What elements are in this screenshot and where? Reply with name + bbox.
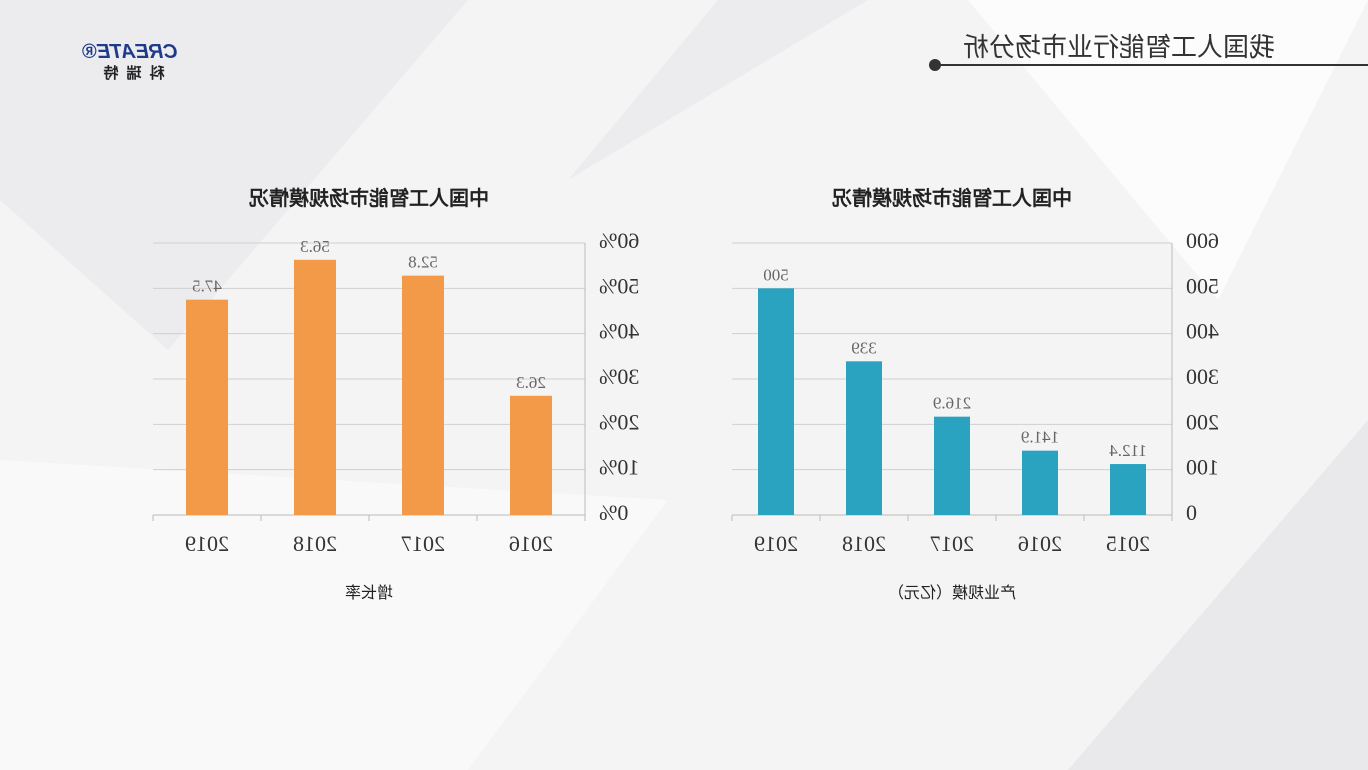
value-label: 339: [851, 338, 877, 357]
chart-title: 中国人工智能市场规模情况: [832, 186, 1072, 210]
y-tick-label: 300: [1186, 364, 1219, 389]
bar: [934, 416, 970, 515]
y-tick-label: 400: [1186, 319, 1219, 344]
value-label: 47.5: [192, 277, 222, 296]
bar: [1110, 464, 1146, 515]
logo-text: CREATE®: [82, 41, 178, 63]
y-tick-label: 0: [1186, 500, 1197, 525]
page-title: 我国人工智能行业市场分析: [963, 33, 1275, 63]
value-label: 52.8: [408, 253, 438, 272]
y-tick-label: 100: [1186, 455, 1219, 480]
y-tick-label: 200: [1186, 409, 1219, 434]
x-tick-label: 2019: [185, 531, 229, 556]
y-tick-label: 20%: [599, 409, 639, 434]
y-tick-label: 40%: [599, 319, 639, 344]
value-label: 216.9: [933, 394, 971, 413]
chart-title: 中国人工智能市场规模情况: [249, 186, 489, 210]
value-label: 112.4: [1109, 441, 1147, 460]
x-tick-label: 2017: [930, 531, 974, 556]
value-label: 500: [763, 265, 789, 284]
y-tick-label: 600: [1186, 228, 1219, 253]
y-tick-label: 10%: [599, 455, 639, 480]
y-tick-label: 0%: [599, 500, 628, 525]
x-axis-label: 增长率: [345, 583, 393, 602]
x-tick-label: 2016: [509, 531, 553, 556]
logo-subtext: 科瑞特: [95, 64, 164, 82]
x-tick-label: 2016: [1018, 531, 1062, 556]
y-tick-label: 50%: [599, 273, 639, 298]
bar: [294, 259, 336, 515]
x-tick-label: 2019: [754, 531, 798, 556]
y-tick-label: 60%: [599, 228, 639, 253]
bar: [510, 395, 552, 515]
x-tick-label: 2018: [842, 531, 886, 556]
x-tick-label: 2018: [293, 531, 337, 556]
y-tick-label: 30%: [599, 364, 639, 389]
y-tick-label: 500: [1186, 273, 1219, 298]
value-label: 56.3: [300, 237, 330, 256]
value-label: 141.9: [1021, 428, 1059, 447]
x-tick-label: 2015: [1106, 531, 1150, 556]
bar: [186, 299, 228, 515]
bar: [402, 275, 444, 515]
header-dot: [929, 59, 941, 71]
bar: [1022, 450, 1058, 515]
bar: [758, 288, 794, 515]
value-label: 26.3: [516, 373, 546, 392]
x-tick-label: 2017: [401, 531, 445, 556]
bar: [846, 361, 882, 515]
x-axis-label: 产业规模（亿元）: [888, 583, 1016, 602]
